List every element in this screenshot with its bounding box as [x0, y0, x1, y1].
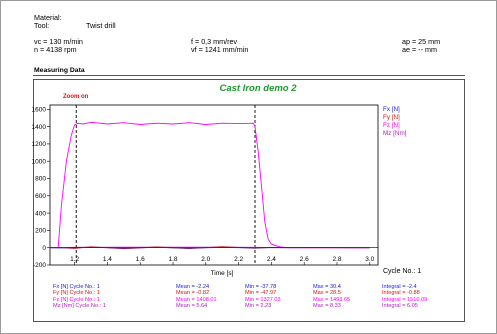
stats-label-cell: Mz [Nm] Cycle No.: 1 [53, 303, 106, 310]
cutting-speed: vc = 130 m/min [34, 37, 83, 46]
stats-label-cell: Fx [N] Cycle No.: 1 [53, 284, 100, 290]
x-tick-label: 1.2 [70, 256, 79, 263]
y-tick-label: 200 [35, 228, 46, 235]
stats-integral-cell: Integral = 1510.09 [382, 296, 428, 303]
stats-mean-cell: Mean = -2.24 [176, 284, 210, 290]
y-tick-label: 0 [42, 245, 46, 252]
y-tick-label: 600 [35, 193, 46, 200]
cursor-markers [75, 105, 256, 265]
stats-max-cell: Max = 1493.65 [313, 296, 351, 303]
stats-integral-cell: Integral = -0.88 [382, 290, 420, 297]
material-label: Material: [34, 13, 62, 22]
x-tick-label: 2.6 [300, 256, 309, 263]
stats-integral-cell: Integral = -2.4 [382, 284, 417, 290]
legend: Fx [N]Fy [N]Fz [N]Mz [Nm] [383, 106, 407, 137]
cycle-label: Cycle No.: 1 [383, 268, 421, 275]
y-tick-label: -200 [33, 262, 46, 269]
stats-max-cell: Max = 8.33 [313, 303, 341, 310]
stats-label-cell: Fy [N] Cycle No.: 1 [53, 290, 100, 297]
y-tick-label: 1000 [32, 158, 47, 165]
x-tick-label: 2.4 [267, 256, 276, 263]
feed-per-rev: f = 0,3 mm/rev [191, 37, 238, 46]
legend-entry: Fz [N] [383, 122, 400, 129]
y-tick-label: 1600 [32, 107, 47, 114]
legend-entry: Fy [N] [383, 114, 400, 121]
x-tick-label: 1.4 [103, 256, 112, 263]
legend-entry: Fx [N] [383, 106, 400, 113]
stats-min-cell: Min = 2.23 [245, 303, 272, 310]
legend-entry: Mz [Nm] [383, 130, 407, 137]
y-tick-label: 1200 [32, 141, 47, 148]
radial-depth: ae = -- mm [402, 45, 437, 54]
stats-label-cell: Fz [N] Cycle No.: 1 [53, 296, 100, 303]
tool-value: Twist drill [86, 21, 116, 30]
axes: 1600 1400 1200 1000 800 600 400 200 0 -200 1.2 1.4 1… [32, 104, 379, 269]
stats-mean-cell: Mean = -0.82 [176, 290, 210, 297]
chart-title: Cast Iron demo 2 [219, 83, 297, 94]
stats-integral-cell: Integral = 6.05 [382, 303, 418, 310]
section-divider [33, 75, 465, 76]
x-tick-label: 1.8 [168, 256, 177, 263]
y-tick-label: 800 [35, 176, 46, 183]
spindle-speed: n = 4138 rpm [34, 45, 77, 54]
axial-depth: ap = 25 mm [402, 37, 441, 46]
series-lines [49, 121, 370, 250]
stats-mean-cell: Mean = 1408.01 [176, 296, 217, 303]
y-tick-label: 1400 [32, 124, 47, 131]
tool-label: Tool: [34, 21, 50, 30]
stats-min-cell: Min = 1327.03 [245, 296, 281, 303]
x-tick-label: 1.6 [136, 256, 145, 263]
x-tick-label: 2.8 [332, 256, 341, 263]
stats-max-cell: Max = 28.5 [313, 290, 341, 297]
section-title: Measuring Data [34, 67, 85, 74]
stats-mean-cell: Mean = 5.64 [176, 303, 208, 310]
y-tick-label: 400 [35, 210, 46, 217]
x-tick-label: 2.0 [201, 256, 210, 263]
stats-min-cell: Min = -47.97 [245, 290, 277, 297]
x-tick-label: 2.2 [234, 256, 243, 263]
zoom-annotation: Zoom on [63, 94, 89, 100]
x-axis-label: Time [s] [211, 270, 234, 277]
stats-max-cell: Max = 30.4 [313, 284, 341, 290]
feed-rate: vf = 1241 mm/min [191, 45, 249, 54]
plot-area [49, 104, 379, 266]
series-line [49, 121, 370, 249]
x-tick-label: 3.0 [365, 256, 374, 263]
chart-panel [33, 79, 465, 322]
series-line [49, 246, 370, 249]
stats-min-cell: Min = -37.78 [245, 284, 277, 290]
